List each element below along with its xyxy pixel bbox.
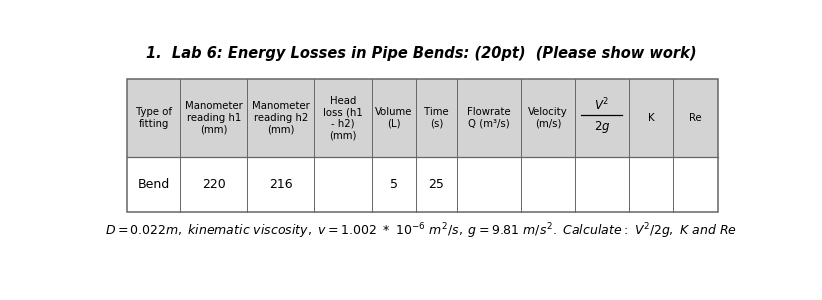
Text: 5: 5 [390,178,398,191]
Text: 220: 220 [202,178,226,191]
Text: $D = 0.022m,$$\;$$\mathit{kinematic\ viscosity,\ v = 1.002\ *\ 10^{-6}\ m^{2}/s,: $D = 0.022m,$$\;$$\mathit{kinematic\ vis… [105,221,737,241]
Text: $2g$: $2g$ [593,119,610,135]
Text: Flowrate
Q (m³/s): Flowrate Q (m³/s) [467,107,510,129]
Text: 1.  Lab 6: Energy Losses in Pipe Bends: (20pt)  (Please show work): 1. Lab 6: Energy Losses in Pipe Bends: (… [146,46,696,62]
Text: K: K [648,113,654,123]
Text: Re: Re [689,113,702,123]
Bar [127,79,718,157]
Text: Manometer
reading h2
(mm): Manometer reading h2 (mm) [252,101,310,135]
Text: Head
loss (h1
- h2)
(mm): Head loss (h1 - h2) (mm) [323,96,363,140]
Text: Velocity
(m/s): Velocity (m/s) [528,107,568,129]
Text: Bend: Bend [137,178,170,191]
Text: $V^2$: $V^2$ [594,97,610,114]
Text: 25: 25 [428,178,445,191]
Text: Time
(s): Time (s) [424,107,449,129]
Bar [127,79,718,212]
Bar [127,157,718,212]
Text: 216: 216 [269,178,293,191]
Text: Type of
fitting: Type of fitting [136,107,172,129]
Text: Manometer
reading h1
(mm): Manometer reading h1 (mm) [185,101,242,135]
Text: Volume
(L): Volume (L) [375,107,413,129]
